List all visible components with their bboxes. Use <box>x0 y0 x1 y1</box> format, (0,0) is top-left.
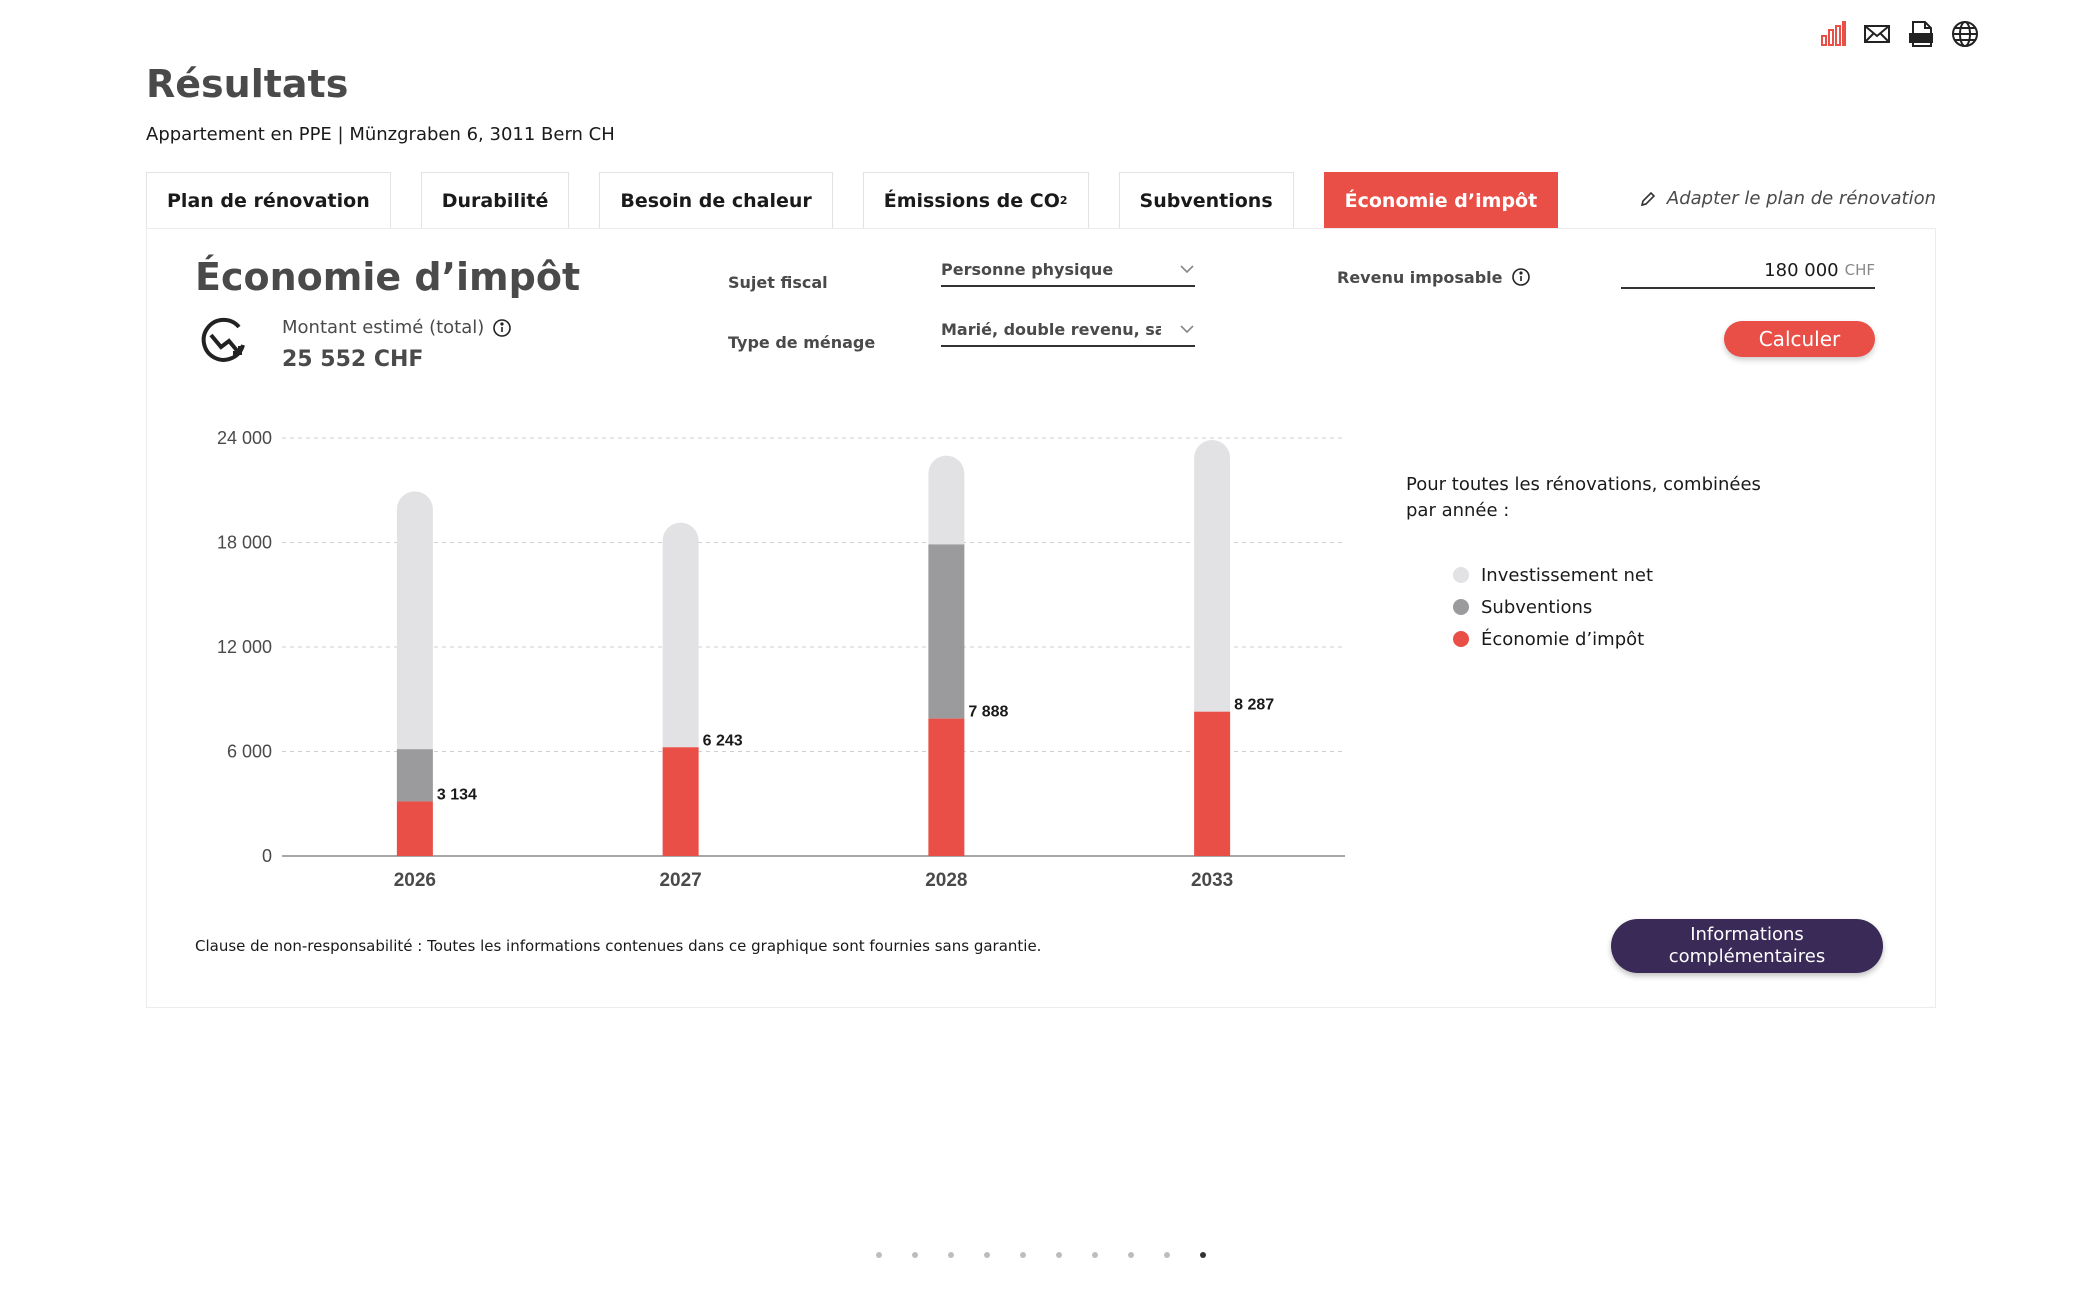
page-dot[interactable] <box>1200 1252 1206 1258</box>
legend-label: Investissement net <box>1481 564 1654 586</box>
tab-bar: Plan de rénovation Durabilité Besoin de … <box>146 172 1559 228</box>
amount-label-text: Montant estimé (total) <box>282 317 485 338</box>
tab-label: Émissions de CO <box>883 189 1060 212</box>
legend-swatch <box>1453 631 1469 647</box>
y-tick-label: 24 000 <box>217 428 272 448</box>
tax-savings-icon <box>201 317 245 362</box>
bar-segment-net-investment <box>396 491 433 750</box>
section-title: Économie d’impôt <box>195 255 581 299</box>
taxable-income-label: Revenu imposable <box>1337 267 1531 287</box>
legend-title: Pour toutes les rénovations, combinées p… <box>1406 474 1761 521</box>
taxable-income-input[interactable]: 180 000 CHF <box>1621 253 1875 289</box>
data-label: 7 888 <box>968 704 1008 721</box>
page-dot[interactable] <box>1020 1252 1026 1258</box>
y-tick-label: 0 <box>262 846 272 866</box>
legend-label: Subventions <box>1481 596 1593 618</box>
chart-legend: Investissement net Subventions Économie … <box>1453 559 1653 655</box>
bar-segment-tax-savings <box>928 718 965 856</box>
data-label: 6 243 <box>703 732 743 749</box>
household-type-label: Type de ménage <box>728 333 876 352</box>
tab-heat-demand[interactable]: Besoin de chaleur <box>599 172 833 228</box>
header-toolbar <box>1819 20 1979 48</box>
y-tick-label: 12 000 <box>217 637 272 657</box>
info-icon[interactable] <box>492 318 512 338</box>
tab-label: Subventions <box>1139 189 1273 212</box>
chevron-down-icon <box>1180 325 1194 334</box>
globe-icon[interactable] <box>1951 20 1979 48</box>
calculate-button[interactable]: Calculer <box>1724 321 1875 357</box>
legend-swatch <box>1453 567 1469 583</box>
info-icon[interactable] <box>1511 267 1531 287</box>
bar-segment-net-investment <box>662 522 699 748</box>
tab-label-subscript: 2 <box>1059 194 1068 207</box>
x-tick-label: 2033 <box>1191 870 1233 891</box>
page-indicator <box>876 1252 1206 1258</box>
bar-segment-subsidies <box>928 544 965 719</box>
adapt-plan-link[interactable]: Adapter le plan de rénovation <box>1639 188 1936 209</box>
disclaimer-text: Clause de non-responsabilité : Toutes le… <box>195 937 1042 955</box>
tab-co2-emissions[interactable]: Émissions de CO 2 <box>862 172 1089 228</box>
tax-subject-value: Personne physique <box>941 259 1114 279</box>
legend-swatch <box>1453 599 1469 615</box>
page-dot[interactable] <box>948 1252 954 1258</box>
tab-subsidies[interactable]: Subventions <box>1118 172 1294 228</box>
tab-tax-savings[interactable]: Économie d’impôt <box>1323 172 1559 228</box>
pdf-icon[interactable] <box>1907 20 1935 48</box>
legend-label: Économie d’impôt <box>1481 628 1645 650</box>
page-dot[interactable] <box>912 1252 918 1258</box>
tab-label: Durabilité <box>441 189 549 212</box>
tab-label: Besoin de chaleur <box>620 189 812 212</box>
bar-chart-icon[interactable] <box>1819 20 1847 48</box>
bar-segment-tax-savings <box>396 801 433 856</box>
adapt-plan-label: Adapter le plan de rénovation <box>1666 188 1936 209</box>
tax-savings-panel: Économie d’impôt Montant estimé (total) … <box>146 228 1936 1008</box>
taxable-income-value: 180 000 <box>1764 259 1839 281</box>
tax-savings-chart: 0 6 000 12 000 18 000 24 000 3 134 2026 6 243 20… <box>217 428 1345 891</box>
mail-icon[interactable] <box>1863 20 1891 48</box>
legend-item-net-investment: Investissement net <box>1453 559 1653 591</box>
bar-segment-tax-savings <box>1194 711 1231 856</box>
household-type-value: Marié, double revenu, sans enfants <box>941 319 1161 339</box>
bar-segment-subsidies <box>396 749 433 802</box>
pencil-icon <box>1640 191 1656 206</box>
more-info-button[interactable]: Informations complémentaires <box>1611 919 1883 973</box>
legend-item-tax-savings: Économie d’impôt <box>1453 623 1653 655</box>
bar-segment-net-investment <box>1194 439 1231 712</box>
taxable-income-unit: CHF <box>1844 261 1875 279</box>
tab-sustainability[interactable]: Durabilité <box>420 172 570 228</box>
page-dot[interactable] <box>876 1252 882 1258</box>
data-label: 3 134 <box>437 786 477 803</box>
legend-item-subsidies: Subventions <box>1453 591 1653 623</box>
page-dot[interactable] <box>1092 1252 1098 1258</box>
tax-subject-select[interactable]: Personne physique <box>941 253 1195 287</box>
page-dot[interactable] <box>1056 1252 1062 1258</box>
page-dot[interactable] <box>984 1252 990 1258</box>
taxable-income-label-text: Revenu imposable <box>1337 267 1503 287</box>
tab-renovation-plan[interactable]: Plan de rénovation <box>146 172 391 228</box>
amount-label: Montant estimé (total) <box>282 317 512 338</box>
x-tick-label: 2026 <box>394 870 436 891</box>
page-subtitle: Appartement en PPE | Münzgraben 6, 3011 … <box>146 124 615 145</box>
x-tick-label: 2027 <box>659 870 701 891</box>
x-tick-label: 2028 <box>925 870 967 891</box>
tab-label: Économie d’impôt <box>1344 189 1538 212</box>
amount-value: 25 552 CHF <box>282 347 424 372</box>
page-dot[interactable] <box>1128 1252 1134 1258</box>
y-tick-label: 18 000 <box>217 533 272 553</box>
household-type-select[interactable]: Marié, double revenu, sans enfants <box>941 313 1195 347</box>
tax-subject-label: Sujet fiscal <box>728 273 828 292</box>
bar-segment-net-investment <box>928 455 965 545</box>
page-title: Résultats <box>146 62 349 106</box>
y-tick-label: 6 000 <box>227 742 272 762</box>
page-dot[interactable] <box>1164 1252 1170 1258</box>
tab-label: Plan de rénovation <box>167 189 370 212</box>
bar-segment-tax-savings <box>662 747 699 856</box>
chevron-down-icon <box>1180 265 1194 274</box>
data-label: 8 287 <box>1234 697 1274 714</box>
